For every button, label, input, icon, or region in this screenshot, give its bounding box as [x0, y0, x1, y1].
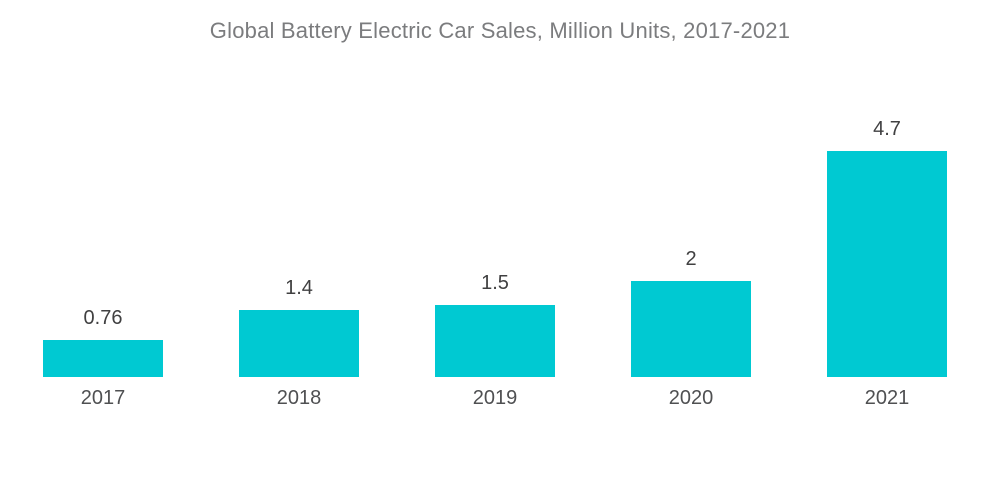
bar-2019 — [435, 305, 555, 377]
chart-title: Global Battery Electric Car Sales, Milli… — [209, 18, 791, 43]
bar-2018 — [239, 310, 359, 377]
category-label-2021: 2021 — [864, 387, 910, 409]
category-label-2018: 2018 — [276, 387, 322, 409]
bar-2020 — [631, 281, 751, 377]
bar-2017 — [43, 340, 163, 377]
value-label-2020: 2 — [685, 248, 697, 270]
category-label-2017: 2017 — [80, 387, 126, 409]
value-label-2019: 1.5 — [481, 272, 509, 294]
category-label-2019: 2019 — [472, 387, 518, 409]
value-label-2021: 4.7 — [873, 118, 901, 140]
value-label-2017: 0.76 — [83, 307, 123, 329]
category-label-2020: 2020 — [668, 387, 714, 409]
bar-2021 — [827, 151, 947, 377]
value-label-2018: 1.4 — [285, 277, 313, 299]
